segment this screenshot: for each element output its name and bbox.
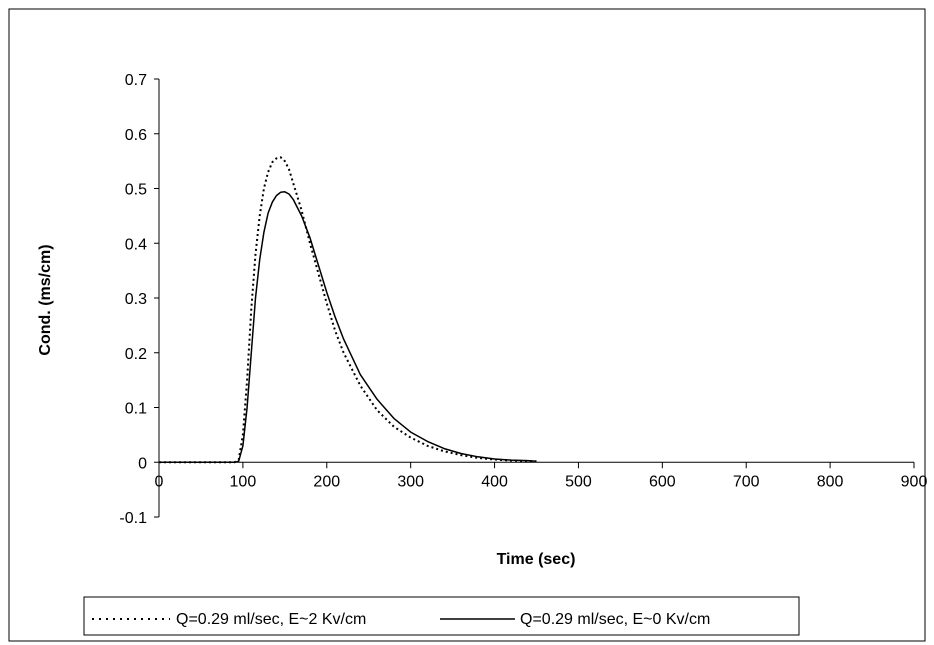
y-tick-label: 0.4	[125, 236, 147, 253]
x-tick-label: 200	[313, 473, 340, 490]
y-tick-label: 0.5	[125, 182, 147, 199]
x-tick-label: 100	[230, 473, 257, 490]
x-tick-label: 800	[817, 473, 844, 490]
legend-box	[83, 596, 800, 636]
y-tick-label: 0.2	[125, 346, 147, 363]
y-tick-label: 0.3	[125, 291, 147, 308]
legend-label-series-1: Q=0.29 ml/sec, E~2 Kv/cm	[176, 611, 366, 628]
x-tick-label: 300	[397, 473, 424, 490]
chart-border	[8, 8, 926, 642]
x-tick-label: 400	[481, 473, 508, 490]
y-axis-title: Cond. (ms/cm)	[37, 244, 54, 355]
series-layer	[159, 156, 537, 464]
x-axis-title: Time (sec)	[497, 551, 576, 568]
y-axis-ticks: -0.1 0 0.1 0.2 0.3 0.4 0.5 0.6 0.7	[119, 72, 159, 527]
x-tick-label: 700	[733, 473, 760, 490]
legend: Q=0.29 ml/sec, E~2 Kv/cm Q=0.29 ml/sec, …	[83, 596, 800, 636]
series-line-2	[159, 191, 537, 464]
y-tick-label: 0.7	[125, 72, 147, 89]
x-tick-label: 600	[649, 473, 676, 490]
y-tick-label: 0	[138, 455, 147, 472]
y-tick-label: -0.1	[119, 510, 147, 527]
legend-label-series-2: Q=0.29 ml/sec, E~0 Kv/cm	[520, 611, 710, 628]
x-tick-label: 900	[901, 473, 928, 490]
x-tick-label: 500	[565, 473, 592, 490]
y-tick-label: 0.6	[125, 127, 147, 144]
y-tick-label: 0.1	[125, 401, 147, 418]
